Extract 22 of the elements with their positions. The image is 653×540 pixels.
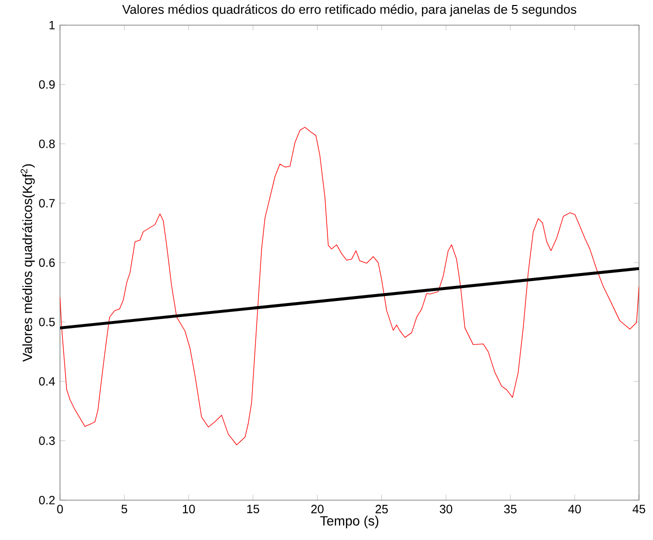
y-tick-label: 0.9: [39, 80, 55, 89]
x-tick-label: 20: [311, 504, 324, 514]
x-tick-label: 40: [568, 504, 581, 514]
x-tick-label: 25: [376, 504, 388, 514]
y-axis-title: Valores médios quadráticos(Kgf$^{2}$): [20, 164, 35, 362]
x-tick-label: 5: [121, 504, 128, 514]
x-tick-label: 30: [440, 504, 452, 514]
x-tick-label: 10: [182, 504, 195, 514]
y-tick-label: 0.3: [39, 436, 55, 446]
y-tick-label: 0.8: [39, 140, 55, 148]
x-tick-label: 45: [632, 504, 646, 514]
x-tick-label: 15: [247, 504, 260, 514]
y-tick-label: 0.2: [39, 496, 55, 504]
chart-title: Valores médios quadráticos do erro retificado médio, para janelas de 5 segundos: [122, 4, 576, 16]
y-tick-label: 0.6: [39, 258, 55, 267]
y-tick-label: 0.5: [39, 318, 55, 326]
y-tick-label: 0.4: [39, 377, 55, 386]
x-tick-label: 35: [504, 504, 517, 514]
x-tick-label: 0: [57, 504, 63, 514]
x-axis-title: Tempo (s): [320, 516, 378, 528]
y-tick-label: 0.7: [39, 199, 55, 208]
y-tick-label: 1: [50, 21, 55, 30]
